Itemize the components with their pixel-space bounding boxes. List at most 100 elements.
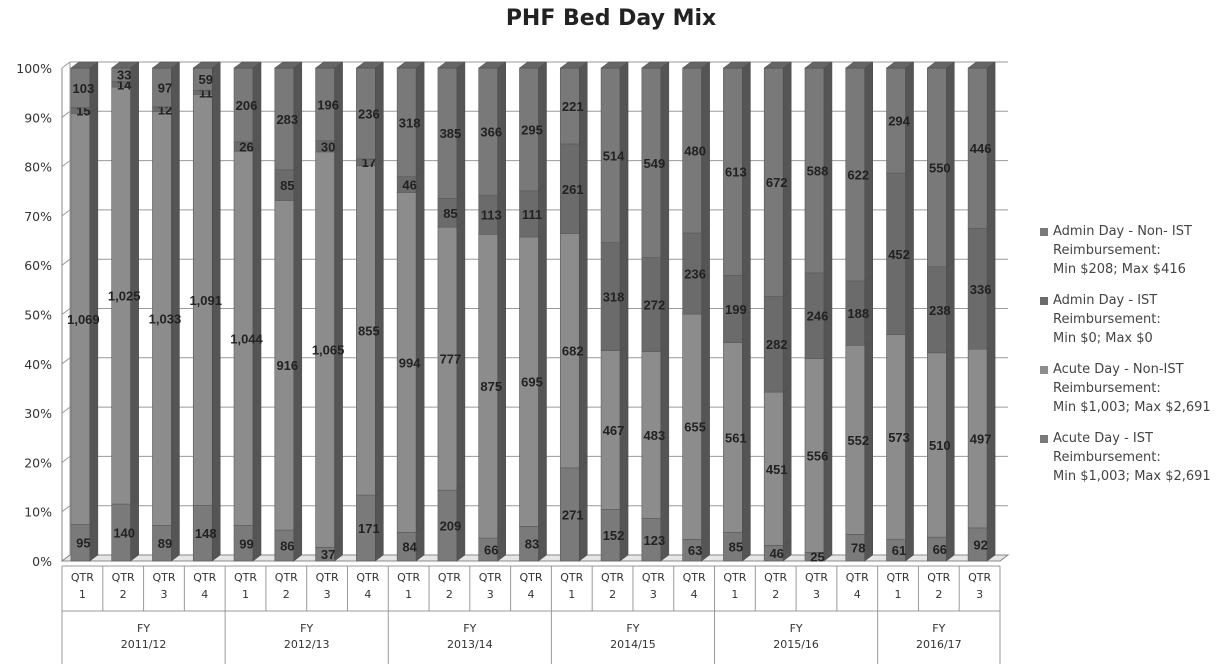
bar-top — [518, 61, 548, 69]
data-label: 682 — [562, 344, 584, 359]
data-label: 446 — [970, 141, 992, 156]
data-label: 366 — [480, 125, 502, 140]
data-label: 221 — [562, 99, 584, 114]
data-label: 467 — [603, 423, 625, 438]
x-tick-label: 1 — [895, 588, 902, 601]
legend-swatch — [1040, 366, 1048, 374]
x-tick-label: QTR — [71, 571, 94, 584]
x-tick-label: 2 — [935, 588, 942, 601]
bar-top — [233, 61, 262, 69]
data-label: 561 — [725, 430, 747, 445]
data-label: 95 — [76, 536, 90, 551]
legend-item: Acute Day - IST Reimbursement: Min $1,00… — [1040, 429, 1220, 486]
data-label: 66 — [933, 542, 947, 557]
x-group-label: FY — [137, 622, 150, 635]
bar-top — [396, 61, 425, 69]
gridline-depth — [61, 258, 71, 266]
data-label: 113 — [481, 208, 502, 223]
bar-segment-side — [171, 518, 180, 562]
bar-top — [681, 61, 711, 69]
data-label: 777 — [440, 352, 462, 367]
data-label: 695 — [521, 375, 543, 390]
data-label: 336 — [970, 282, 992, 297]
data-label: 497 — [970, 432, 992, 447]
x-group-label: FY — [300, 622, 313, 635]
y-tick-label: 80% — [24, 160, 52, 175]
data-label: 152 — [603, 528, 625, 543]
data-label: 271 — [562, 507, 584, 522]
x-tick-label: QTR — [316, 571, 339, 584]
data-label: 295 — [521, 122, 543, 137]
data-label: 66 — [484, 543, 498, 558]
legend-label: Acute Day - IST Reimbursement: Min $1,00… — [1053, 431, 1211, 484]
data-label: 85 — [280, 178, 294, 193]
data-label: 86 — [280, 539, 294, 554]
bar-segment-side — [171, 61, 180, 108]
x-tick-label: QTR — [805, 571, 828, 584]
data-label: 61 — [892, 543, 906, 558]
x-group-label: FY — [790, 622, 803, 635]
legend-swatch — [1040, 297, 1048, 305]
x-tick-label: QTR — [723, 571, 746, 584]
bar-top — [967, 61, 996, 69]
y-tick-label: 90% — [24, 110, 52, 125]
y-tick-label: 40% — [24, 357, 52, 372]
data-label: 92 — [973, 537, 987, 552]
data-label: 97 — [158, 80, 172, 95]
bar-segment-side — [89, 517, 99, 562]
data-label: 33 — [117, 68, 131, 83]
x-tick-label: QTR — [887, 571, 910, 584]
x-tick-label: 3 — [813, 588, 820, 601]
data-label: 63 — [688, 543, 702, 558]
bar-segment-side — [293, 163, 303, 201]
data-label: 46 — [769, 546, 783, 561]
x-tick-label: QTR — [275, 571, 298, 584]
data-label: 855 — [358, 323, 380, 338]
data-label: 556 — [807, 448, 829, 463]
data-label: 588 — [807, 163, 829, 178]
gridline-depth — [61, 505, 71, 513]
x-tick-label: QTR — [397, 571, 420, 584]
legend-label: Admin Day - IST Reimbursement: Min $0; M… — [1053, 293, 1161, 346]
x-tick-label: 1 — [731, 588, 738, 601]
x-tick-label: 3 — [160, 588, 167, 601]
x-tick-label: QTR — [519, 571, 542, 584]
data-label: 171 — [358, 521, 380, 536]
data-label: 111 — [522, 207, 542, 222]
data-label: 622 — [847, 167, 869, 182]
y-tick-label: 20% — [24, 455, 52, 470]
gridline-depth — [61, 209, 71, 217]
y-tick-label: 60% — [24, 258, 52, 273]
data-label: 1,069 — [67, 312, 100, 327]
bar-top — [600, 61, 629, 69]
y-tick-label: 30% — [24, 406, 52, 421]
bar-top — [151, 61, 181, 69]
x-tick-label: QTR — [152, 571, 175, 584]
data-label: 199 — [725, 302, 747, 317]
x-group-label: FY — [932, 622, 945, 635]
gridline-depth — [61, 406, 71, 414]
legend-item: Admin Day - IST Reimbursement: Min $0; M… — [1040, 291, 1220, 348]
gridline-depth — [61, 110, 71, 118]
data-label: 994 — [399, 355, 421, 370]
y-tick-label: 100% — [16, 61, 52, 76]
x-tick-label: QTR — [601, 571, 624, 584]
x-tick-label: 1 — [405, 588, 412, 601]
x-tick-label: 3 — [324, 588, 331, 601]
data-label: 25 — [810, 550, 824, 565]
data-label: 514 — [603, 148, 625, 163]
data-label: 1,033 — [149, 312, 182, 327]
data-label: 148 — [195, 526, 217, 541]
x-tick-label: 4 — [854, 588, 861, 601]
legend-swatch — [1040, 228, 1048, 236]
gridline-depth — [61, 455, 71, 463]
bar-top — [274, 61, 303, 69]
bar-top — [926, 61, 956, 69]
data-label: 483 — [643, 428, 665, 443]
x-tick-label: QTR — [560, 571, 583, 584]
bar-segment-side — [986, 521, 996, 562]
data-label: 552 — [847, 433, 869, 448]
x-tick-label: 4 — [528, 588, 535, 601]
y-tick-label: 70% — [24, 209, 52, 224]
bar-top — [722, 61, 752, 69]
